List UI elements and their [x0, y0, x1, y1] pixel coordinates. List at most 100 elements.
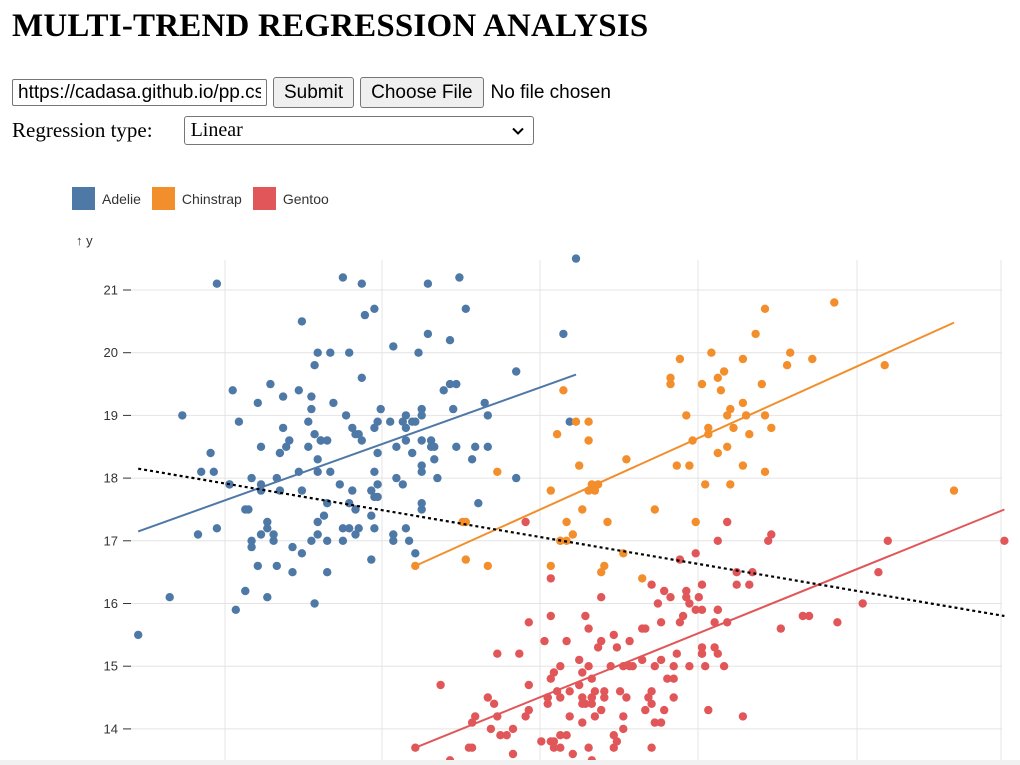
y-tick-label: 15	[104, 659, 118, 674]
point-adelie	[307, 392, 316, 401]
point-gentoo	[549, 668, 559, 677]
point-gentoo	[669, 662, 678, 671]
point-adelie	[373, 448, 382, 458]
point-chinstrap	[729, 423, 738, 433]
point-adelie	[414, 348, 423, 357]
legend-item-chinstrap: Chinstrap	[151, 187, 242, 210]
point-adelie	[269, 536, 278, 545]
point-gentoo	[609, 731, 618, 740]
point-adelie	[411, 549, 420, 558]
point-gentoo	[647, 699, 656, 708]
point-adelie	[571, 254, 581, 263]
point-gentoo	[578, 693, 587, 702]
point-gentoo	[496, 731, 505, 740]
point-adelie	[449, 404, 458, 414]
point-adelie	[297, 317, 307, 326]
point-gentoo	[697, 580, 707, 589]
choose-file-button[interactable]: Choose File	[360, 77, 484, 108]
point-adelie	[398, 417, 407, 426]
point-gentoo	[587, 693, 596, 702]
legend-item-gentoo: Gentoo	[252, 187, 329, 210]
point-adelie	[304, 417, 313, 426]
point-chinstrap	[597, 568, 606, 577]
point-adelie	[313, 517, 322, 527]
point-adelie	[247, 473, 256, 483]
point-adelie	[310, 361, 319, 370]
point-adelie	[269, 530, 278, 539]
point-adelie	[197, 467, 206, 476]
point-gentoo	[713, 649, 722, 658]
point-adelie	[345, 348, 354, 357]
point-gentoo	[597, 636, 606, 646]
point-chinstrap	[738, 354, 748, 364]
regression-type-select[interactable]: Linear	[183, 115, 534, 145]
point-adelie	[256, 530, 266, 539]
point-adelie	[316, 436, 325, 445]
point-chinstrap	[704, 423, 713, 433]
point-adelie	[370, 304, 379, 313]
point-adelie	[351, 530, 360, 539]
point-adelie	[483, 411, 492, 420]
point-adelie	[263, 517, 272, 527]
point-adelie	[241, 586, 250, 596]
point-adelie	[228, 386, 237, 395]
point-chinstrap	[546, 561, 555, 571]
point-adelie	[389, 342, 398, 351]
point-gentoo	[745, 580, 754, 589]
legend-label-gentoo: Gentoo	[282, 190, 329, 207]
point-adelie	[512, 367, 521, 376]
point-gentoo	[719, 662, 729, 671]
point-adelie	[313, 467, 322, 476]
point-adelie	[483, 442, 492, 451]
point-gentoo	[678, 611, 688, 621]
point-adelie	[445, 379, 455, 389]
point-chinstrap	[767, 423, 776, 433]
point-adelie	[244, 505, 253, 514]
point-chinstrap	[493, 467, 502, 476]
point-gentoo	[697, 649, 707, 658]
point-gentoo	[710, 618, 719, 627]
point-gentoo	[1000, 536, 1009, 545]
point-adelie	[367, 511, 376, 520]
point-adelie	[323, 536, 332, 545]
point-adelie	[323, 568, 332, 577]
point-gentoo	[672, 649, 681, 658]
point-gentoo	[521, 712, 530, 721]
point-gentoo	[858, 599, 867, 608]
point-adelie	[398, 480, 407, 489]
point-adelie	[313, 348, 322, 357]
point-chinstrap	[483, 561, 492, 571]
trendline-chinstrap	[414, 321, 955, 567]
point-gentoo	[764, 536, 773, 545]
point-adelie	[370, 524, 379, 533]
point-gentoo	[804, 611, 814, 621]
point-adelie	[461, 304, 470, 313]
point-adelie	[348, 423, 357, 433]
point-adelie	[282, 442, 291, 451]
point-chinstrap	[738, 461, 748, 470]
point-adelie	[294, 386, 303, 395]
y-tick-label: 16	[104, 596, 118, 611]
point-adelie	[263, 524, 272, 533]
point-chinstrap	[650, 505, 659, 514]
submit-button[interactable]: Submit	[273, 77, 355, 108]
point-gentoo	[685, 599, 694, 608]
point-adelie	[426, 436, 436, 445]
point-adelie	[351, 430, 360, 439]
point-chinstrap	[782, 361, 792, 370]
point-gentoo	[619, 712, 628, 721]
horizontal-scrollbar[interactable]	[0, 760, 1020, 765]
point-chinstrap	[666, 379, 675, 389]
point-adelie	[351, 505, 360, 514]
point-gentoo	[723, 517, 732, 527]
point-adelie	[373, 417, 382, 426]
point-gentoo	[587, 699, 596, 708]
point-chinstrap	[697, 379, 707, 389]
point-adelie	[272, 561, 281, 571]
point-gentoo	[578, 668, 587, 677]
point-chinstrap	[719, 367, 729, 376]
point-gentoo	[590, 712, 600, 721]
trendline-gentoo	[414, 508, 1005, 749]
point-gentoo	[597, 705, 606, 715]
url-input[interactable]	[12, 79, 267, 106]
